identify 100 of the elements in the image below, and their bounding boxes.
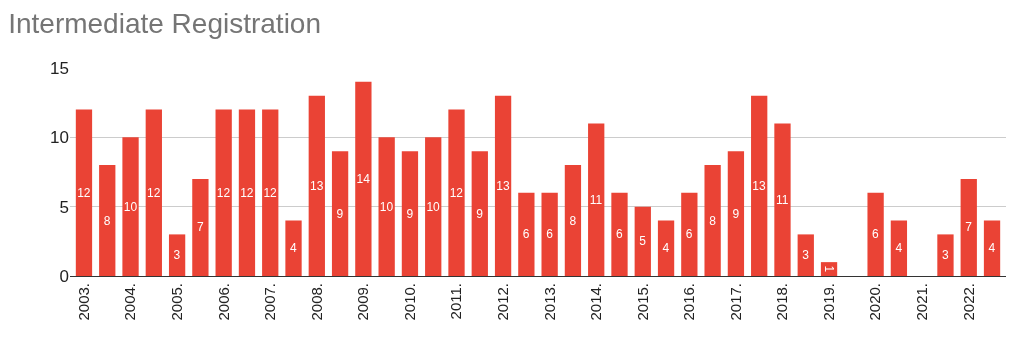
data-label: 8 [569, 213, 577, 228]
x-tick-label: 2016. [680, 283, 698, 321]
bar [681, 192, 698, 276]
bar [611, 192, 628, 276]
x-tick-label: 2004. [121, 283, 139, 321]
bar [238, 109, 256, 276]
data-label: 13 [752, 178, 767, 193]
x-tick-label: 2020. [866, 283, 884, 321]
x-tick-label: 2015. [633, 283, 651, 321]
x-tick-label: 2010. [400, 283, 418, 321]
bar [262, 109, 279, 276]
bar [494, 95, 512, 276]
data-label: 3 [802, 248, 810, 263]
data-label: 7 [965, 220, 973, 235]
data-label: 11 [589, 192, 603, 207]
data-label: 10 [123, 199, 138, 214]
data-label: 6 [615, 227, 623, 242]
bar [168, 234, 186, 276]
data-label: 9 [406, 206, 414, 221]
x-tick-label: 2008. [307, 283, 325, 321]
bar [890, 220, 908, 276]
y-tick-label: 5 [59, 197, 69, 217]
data-label: 9 [732, 206, 740, 221]
data-label: 8 [103, 213, 111, 228]
data-label: 5 [639, 234, 647, 249]
data-label: 9 [476, 206, 484, 221]
bar [378, 137, 395, 276]
bar [960, 178, 977, 276]
data-label: 12 [216, 185, 231, 200]
x-tick-label: 2017. [726, 283, 744, 321]
data-label: 12 [263, 185, 278, 200]
data-label: 13 [309, 178, 324, 193]
data-label: 8 [709, 213, 717, 228]
data-label: 6 [546, 227, 554, 242]
bar [774, 123, 791, 276]
x-tick-label: 2012. [493, 283, 511, 321]
x-tick-label: 2022. [959, 283, 977, 321]
x-tick-label: 2011. [447, 283, 465, 320]
bar [401, 151, 419, 276]
bar [75, 109, 93, 276]
bar [751, 95, 768, 276]
bar [192, 178, 209, 276]
bar [867, 192, 884, 276]
bar [564, 165, 582, 276]
data-label: 13 [496, 178, 510, 193]
data-label: 3 [941, 248, 949, 263]
bar [727, 151, 745, 276]
data-label: 3 [173, 248, 181, 263]
data-label: 6 [522, 227, 530, 242]
data-label: 4 [895, 241, 903, 256]
bar [285, 220, 302, 276]
bar [518, 192, 535, 276]
x-tick-label: 2018. [773, 283, 791, 321]
data-label: 10 [426, 199, 441, 214]
x-tick-label: 2021. [913, 283, 931, 321]
bar [331, 151, 349, 276]
bar [471, 151, 488, 276]
y-tick-label: 0 [59, 266, 69, 286]
data-label: 4 [988, 241, 996, 256]
bar [657, 220, 675, 276]
data-label: 12 [146, 185, 161, 200]
x-tick-label: 2013. [540, 283, 558, 321]
x-tick-label: 2005. [167, 283, 185, 321]
bar [308, 95, 325, 276]
data-label: 9 [336, 206, 344, 221]
bar [704, 165, 721, 276]
data-label: 12 [449, 185, 464, 200]
bar [634, 206, 651, 276]
bar [541, 192, 558, 276]
bar [448, 109, 465, 276]
data-label: 6 [685, 227, 693, 242]
x-tick-label: 2007. [261, 283, 279, 321]
bar [937, 234, 954, 276]
x-tick-label: 2014. [587, 283, 605, 321]
data-label: 6 [872, 227, 880, 242]
data-label: 12 [77, 185, 91, 200]
data-label: 4 [290, 241, 298, 256]
x-tick-label: 2019. [819, 283, 837, 321]
data-label: 11 [776, 192, 789, 207]
bar [145, 109, 162, 276]
bar [425, 137, 442, 276]
bar [355, 81, 372, 276]
bar [122, 137, 139, 276]
chart-title: Intermediate Registration [8, 8, 322, 40]
bar [215, 109, 232, 276]
data-label: 12 [240, 185, 254, 200]
data-label: 4 [662, 241, 670, 256]
data-label: 10 [379, 199, 394, 214]
data-label: 1 [822, 265, 837, 273]
bar [588, 123, 605, 276]
data-label: 7 [196, 220, 204, 235]
bar [983, 220, 1001, 276]
y-tick-label: 15 [50, 58, 69, 78]
bar [99, 165, 116, 276]
x-tick-label: 2009. [354, 283, 372, 321]
y-tick-label: 10 [50, 128, 69, 148]
bar [797, 234, 814, 276]
x-tick-label: 2006. [214, 283, 232, 321]
x-tick-label: 2003. [74, 283, 92, 321]
data-label: 14 [356, 171, 371, 186]
